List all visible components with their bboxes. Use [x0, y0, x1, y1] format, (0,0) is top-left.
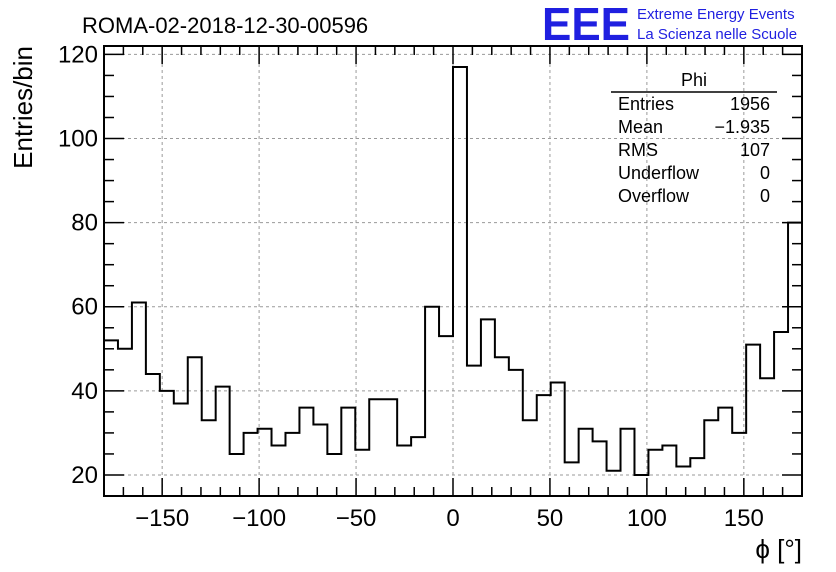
x-axis-label: ϕ [°] [755, 534, 802, 564]
plot-frame [103, 45, 803, 497]
stats-value-underflow: 0 [760, 163, 770, 183]
x-tick-label-6: 150 [724, 505, 764, 532]
y-tick-label-2: 60 [71, 294, 98, 321]
y-tick-label-1: 40 [71, 378, 98, 405]
stats-value-overflow: 0 [760, 186, 770, 206]
stats-label-overflow: Overflow [618, 186, 690, 206]
y-tick-label-4: 100 [58, 126, 98, 153]
x-tick-label-5: 100 [627, 505, 667, 532]
x-tick-label-4: 50 [537, 505, 564, 532]
stats-label-underflow: Underflow [618, 163, 700, 183]
logo-line-1: Extreme Energy Events [637, 6, 795, 23]
stats-title: Phi [681, 70, 707, 90]
stats-label-entries: Entries [618, 94, 674, 114]
histogram-line [104, 66, 802, 476]
stats-value-entries: 1956 [730, 94, 770, 114]
x-tick-label-1: −100 [232, 505, 286, 532]
stats-label-rms: RMS [618, 140, 658, 160]
logo-line-2: La Scienza nelle Scuole [637, 26, 797, 43]
stats-value-mean: −1.935 [714, 117, 770, 137]
y-tick-labels: 20 40 60 80 100 120 [58, 41, 98, 489]
x-tick-label-3: 0 [446, 505, 459, 532]
y-tick-label-3: 80 [71, 210, 98, 237]
x-tick-label-0: −150 [135, 505, 189, 532]
x-tick-label-2: −50 [336, 505, 377, 532]
stats-label-mean: Mean [618, 117, 663, 137]
chart-title: ROMA-02-2018-12-30-00596 [82, 13, 368, 38]
logo-acronym: EEE [542, 0, 630, 50]
y-tick-label-5: 120 [58, 41, 98, 68]
y-axis-label: Entries/bin [8, 46, 38, 169]
x-tick-labels: −150 −100 −50 0 50 100 150 [135, 505, 764, 532]
y-tick-label-0: 20 [71, 462, 98, 489]
stats-box: Phi Entries 1956 Mean −1.935 RMS 107 Und… [611, 70, 777, 206]
stats-value-rms: 107 [740, 140, 770, 160]
